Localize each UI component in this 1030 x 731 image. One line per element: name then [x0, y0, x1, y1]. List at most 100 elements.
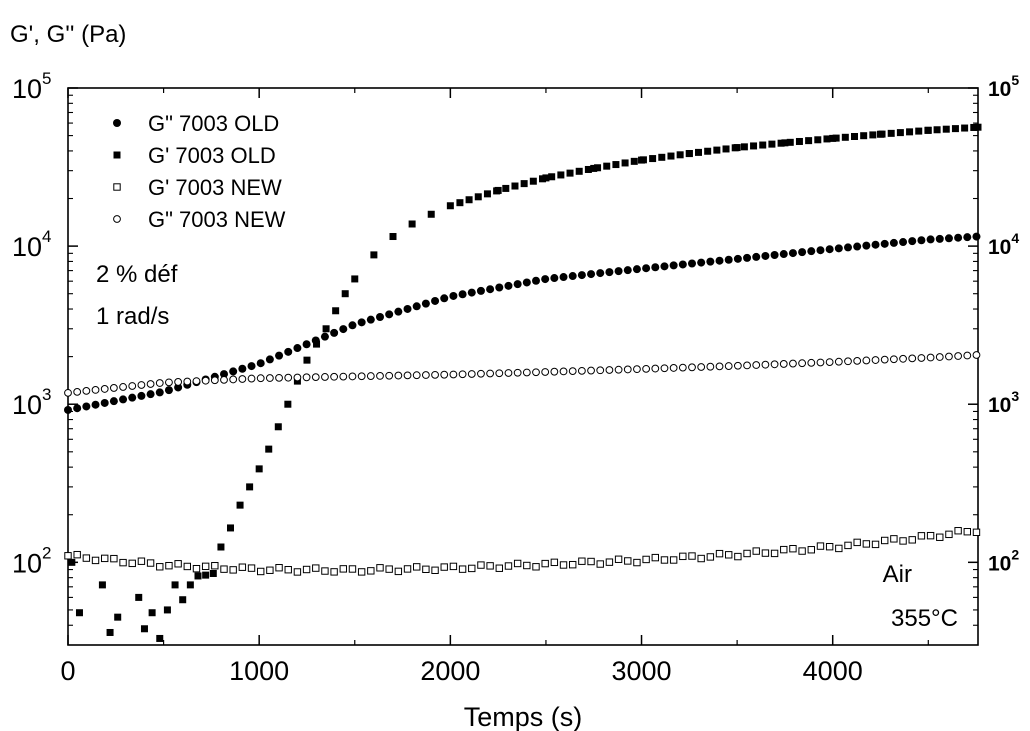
legend-marker-2: [113, 183, 121, 191]
point-3-97: [954, 352, 963, 360]
point-3-92: [908, 354, 917, 363]
point-0-75: [752, 252, 761, 261]
point-1-fill: [731, 144, 739, 152]
point-1-28: [332, 307, 340, 315]
point-2-44: [468, 564, 476, 573]
point-2-12: [174, 560, 182, 568]
point-3-48: [504, 369, 513, 377]
point-0-86: [853, 242, 862, 251]
point-2-7: [128, 559, 136, 568]
point-1-26: [313, 340, 321, 348]
point-2-41: [440, 563, 448, 571]
point-1-4: [114, 613, 122, 621]
point-2-31: [348, 565, 357, 573]
point-2-98: [963, 528, 971, 536]
point-3-10: [155, 379, 164, 387]
point-2-3: [91, 556, 100, 565]
point-2-29: [330, 568, 338, 576]
point-0-94: [926, 235, 935, 244]
point-2-47: [495, 564, 503, 572]
point-2-72: [725, 551, 733, 559]
point-2-75: [752, 547, 760, 555]
point-3-70: [706, 362, 715, 371]
point-2-37: [403, 565, 412, 573]
point-3-34: [376, 371, 384, 380]
y-tick-label-left-0: 102: [12, 543, 52, 578]
point-1-fill: [493, 187, 501, 195]
point-2-24: [284, 566, 292, 574]
point-2-95: [936, 533, 944, 541]
point-3-95: [935, 353, 944, 361]
point-1-16: [217, 543, 225, 551]
point-1-7: [148, 609, 156, 617]
point-0-64: [651, 263, 660, 272]
point-1-15: [209, 569, 217, 577]
point-0-20: [247, 362, 256, 371]
point-0-70: [706, 257, 715, 266]
point-2-33: [367, 567, 375, 575]
point-1-29: [341, 290, 349, 298]
point-0-10: [155, 388, 164, 397]
legend-marker-3: [113, 215, 121, 223]
point-3-62: [633, 365, 641, 374]
point-3-93: [917, 354, 926, 362]
point-3-99: [972, 351, 981, 359]
point-0-49: [513, 280, 522, 289]
point-1-32: [389, 233, 397, 241]
point-1-fill: [869, 131, 877, 139]
point-2-35: [385, 565, 393, 573]
point-0-95: [935, 234, 944, 243]
point-1-30: [351, 275, 359, 283]
point-2-46: [486, 562, 494, 570]
point-1-fill: [649, 155, 657, 163]
point-2-84: [835, 544, 843, 553]
point-1-9: [163, 606, 171, 614]
point-0-81: [807, 247, 816, 256]
point-3-79: [789, 359, 797, 368]
point-1-31: [370, 251, 378, 259]
point-3-14: [192, 377, 201, 385]
point-0-71: [715, 256, 724, 265]
point-1-fill: [805, 137, 813, 145]
point-2-27: [312, 564, 320, 572]
legend-marker-0: [113, 119, 121, 127]
point-3-36: [394, 371, 403, 380]
point-1-fill: [465, 196, 473, 204]
point-0-34: [376, 312, 384, 321]
annotation-frequency: 1 rad/s: [96, 303, 169, 330]
point-1-fill: [529, 177, 537, 185]
point-0-80: [798, 248, 807, 257]
point-3-81: [807, 358, 816, 367]
point-1-34: [427, 210, 435, 218]
point-1-fill: [584, 165, 592, 173]
annotation-atmosphere: Air: [883, 561, 912, 588]
point-0-98: [963, 233, 972, 242]
point-3-41: [440, 370, 449, 379]
point-3-54: [559, 367, 568, 376]
point-3-82: [816, 358, 825, 367]
point-3-39: [421, 371, 430, 379]
point-3-24: [284, 373, 293, 382]
point-2-23: [275, 564, 283, 572]
point-0-12: [174, 383, 183, 392]
point-1-fill: [539, 175, 546, 183]
point-3-71: [715, 362, 724, 371]
point-0-55: [568, 272, 577, 281]
point-2-38: [413, 563, 421, 571]
point-2-61: [624, 557, 632, 565]
point-2-73: [734, 552, 742, 561]
point-3-78: [779, 360, 788, 368]
point-0-93: [917, 236, 926, 245]
point-3-40: [431, 370, 439, 379]
point-3-0: [64, 388, 72, 397]
point-2-90: [890, 535, 898, 543]
point-2-78: [780, 545, 788, 554]
point-1-fill: [832, 134, 840, 142]
y-tick-label-left-3: 105: [12, 69, 52, 104]
point-2-69: [697, 554, 705, 563]
point-0-36: [394, 307, 403, 316]
point-3-44: [467, 370, 476, 378]
point-1-fill: [915, 127, 923, 135]
x-tick-label-4: 4000: [803, 656, 863, 686]
